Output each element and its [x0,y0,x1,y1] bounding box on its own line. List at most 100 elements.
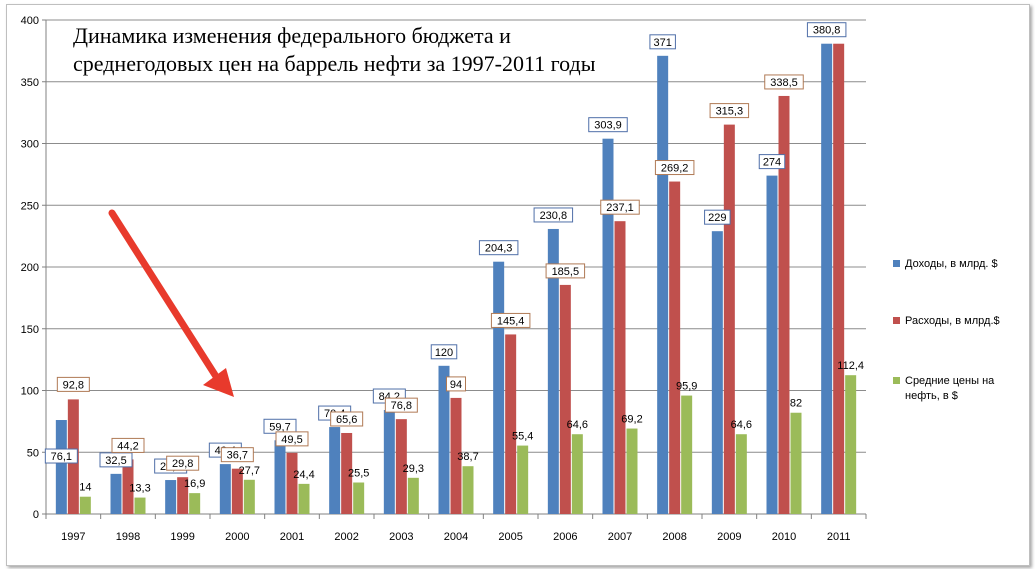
data-label: 237,1 [606,202,634,214]
data-label: 145,4 [497,315,525,327]
bar-s1-2004 [450,397,462,514]
arrow-head [203,368,234,397]
x-tick-label: 1998 [116,531,140,543]
bar-s2-1998 [134,497,146,514]
data-label: 69,2 [621,414,642,426]
bar-s2-2006 [571,434,583,514]
bar-s1-2000 [231,468,243,514]
data-label: 95,9 [676,381,697,393]
data-label: 38,7 [457,451,478,463]
x-tick-label: 1997 [61,531,85,543]
bar-s0-1997 [55,420,67,514]
bar-s2-2010 [790,412,802,514]
data-label: 55,4 [512,431,533,443]
bar-s2-2007 [626,428,638,514]
x-tick-label: 2006 [553,531,577,543]
bar-s1-2006 [559,284,571,514]
x-tick-label: 2009 [717,531,741,543]
data-label-box [654,160,695,176]
x-tick-label: 2010 [772,531,796,543]
data-label-box [430,344,458,360]
data-label: 36,7 [227,450,248,462]
y-tick-label: 200 [21,262,39,274]
x-tick-label: 2001 [280,531,304,543]
bar-s1-2007 [614,221,626,514]
data-label-box [806,22,847,38]
x-tick-label: 2011 [827,531,851,543]
bar-s1-1998 [122,459,134,514]
bar-s0-2004 [438,365,450,514]
data-label-box [704,209,731,225]
x-tick-label: 2000 [225,531,249,543]
data-label: 315,3 [716,106,744,118]
bar-s2-2000 [243,479,255,514]
bar-s0-2010 [766,175,778,515]
data-label: 32,5 [105,455,126,467]
bar-s1-2002 [341,432,353,514]
legend-label: Доходы, в млрд. $ [905,258,998,270]
data-label: 14 [79,482,91,494]
title-line-1: Динамика изменения федерального бюджета … [73,23,511,48]
arrow-shaft [108,209,221,382]
bar-s0-2007 [602,138,614,514]
data-label-box [545,263,586,279]
bar-s2-1997 [79,496,91,514]
bar-s0-1998 [110,473,122,514]
data-label: 16,9 [184,478,205,490]
data-label: 380,8 [813,25,841,37]
data-label: 76,1 [51,451,72,463]
data-label: 49,5 [281,434,302,446]
data-label: 76,8 [391,400,412,412]
bar-s0-2001 [274,440,286,514]
bar-s0-2003 [383,410,395,514]
data-label: 338,5 [770,77,798,89]
x-tick-label: 2003 [389,531,413,543]
data-label: 64,6 [731,419,752,431]
data-label: 94 [450,379,462,391]
data-label-box [220,447,254,463]
y-tick-label: 150 [21,324,39,336]
bar-s2-1999 [189,493,201,514]
x-tick-label: 2007 [608,531,632,543]
data-label: 82 [790,398,802,410]
data-label: 371 [653,37,671,49]
x-tick-label: 2002 [334,531,358,543]
bar-s2-2011 [845,375,857,514]
data-label: 185,5 [552,266,580,278]
legend: Доходы, в млрд. $ Расходы, в млрд.$ Средни… [893,258,1000,402]
data-label-box [533,207,574,223]
bar-s1-2011 [833,43,845,514]
data-label-box [490,312,531,328]
data-label: 13,3 [129,483,150,495]
bar-s1-2003 [395,419,407,514]
data-label: 59,7 [269,421,290,433]
data-label-box [764,74,804,90]
data-label-box [758,154,786,170]
bar-s0-2011 [821,43,833,514]
data-label-box [111,437,145,453]
y-tick-label: 0 [33,509,39,521]
bar-s0-1999 [165,480,177,514]
x-tick-label: 2004 [444,531,468,543]
bar-s2-2004 [462,466,474,514]
data-label-box [56,376,90,392]
data-label: 229 [708,212,726,224]
bar-s2-2005 [517,445,529,514]
y-tick-label: 350 [21,77,39,89]
chart-title: Динамика изменения федерального бюджета … [73,23,596,76]
bar-s1-2008 [669,181,681,514]
data-label: 112,4 [837,360,864,372]
legend-label: нефть, в $ [905,390,958,402]
data-label: 27,7 [239,465,260,477]
bar-s1-2001 [286,452,298,514]
x-tick-label: 2008 [662,531,686,543]
data-label: 64,6 [567,419,588,431]
red-arrow-annotation [108,209,234,397]
title-line-2: среднегодовых цен на баррель нефти за 19… [73,51,596,76]
x-tick-label: 1999 [170,531,194,543]
bar-s0-2000 [219,464,231,514]
bar-s2-2008 [681,395,693,514]
data-label: 274 [763,157,781,169]
y-tick-label: 250 [21,200,39,212]
bar-s0-2008 [657,55,669,514]
